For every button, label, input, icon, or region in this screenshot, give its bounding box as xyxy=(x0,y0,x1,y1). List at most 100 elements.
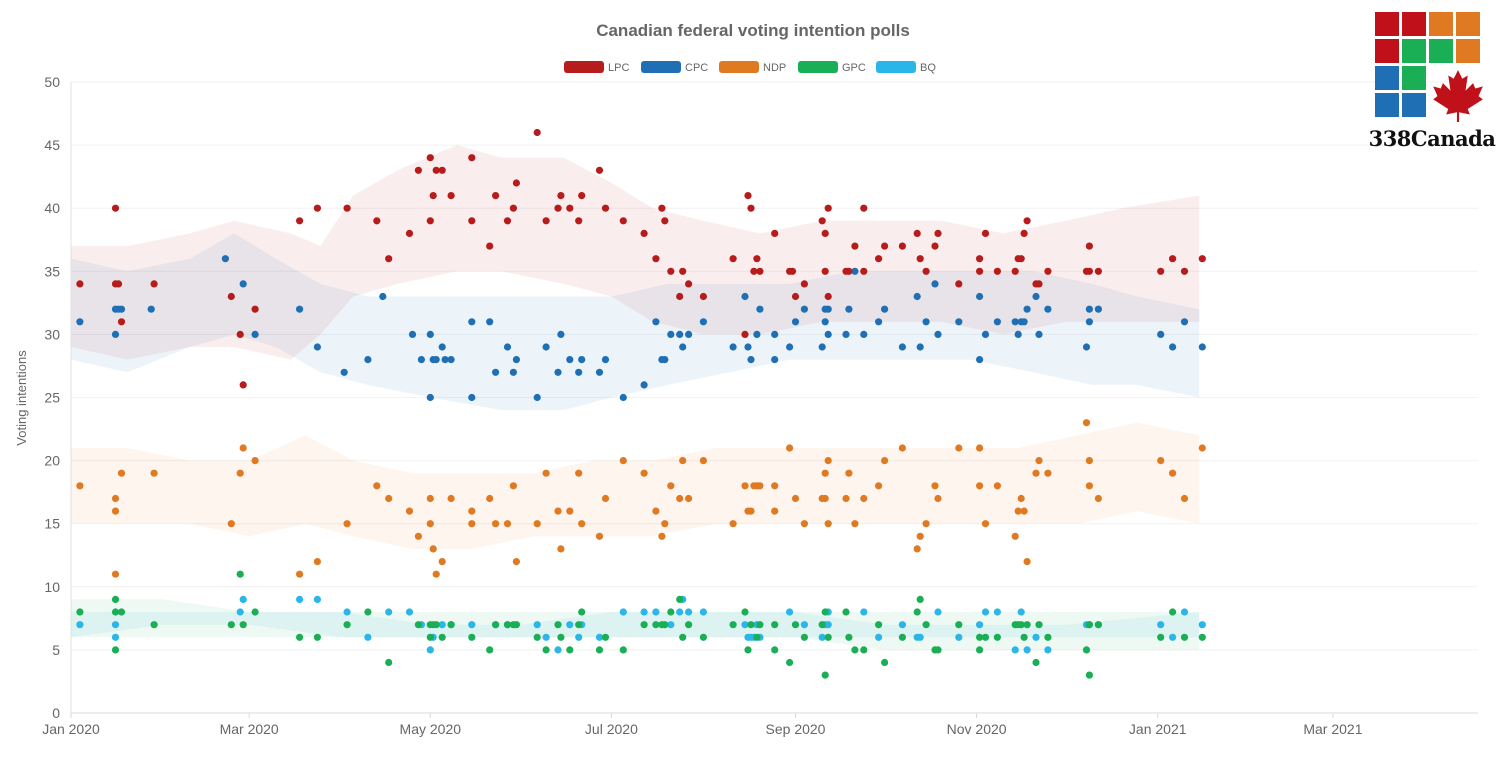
poll-point[interactable] xyxy=(578,192,586,200)
poll-point[interactable] xyxy=(542,343,550,351)
poll-point[interactable] xyxy=(1035,280,1043,288)
poll-point[interactable] xyxy=(1011,532,1019,540)
poll-point[interactable] xyxy=(429,545,437,553)
poll-point[interactable] xyxy=(1017,608,1025,616)
poll-point[interactable] xyxy=(1023,646,1031,654)
poll-point[interactable] xyxy=(575,469,583,477)
poll-point[interactable] xyxy=(486,318,494,326)
poll-point[interactable] xyxy=(898,444,907,452)
poll-point[interactable] xyxy=(667,608,675,616)
poll-point[interactable] xyxy=(426,217,434,225)
poll-point[interactable] xyxy=(824,204,832,212)
poll-point[interactable] xyxy=(729,520,737,528)
poll-point[interactable] xyxy=(313,595,321,604)
legend-item-gpc[interactable]: GPC xyxy=(798,61,866,74)
poll-point[interactable] xyxy=(1044,267,1052,275)
poll-point[interactable] xyxy=(1035,621,1043,629)
poll-point[interactable] xyxy=(875,621,883,629)
poll-point[interactable] xyxy=(955,318,963,326)
poll-point[interactable] xyxy=(1017,621,1025,629)
poll-point[interactable] xyxy=(313,633,321,641)
poll-point[interactable] xyxy=(379,292,387,301)
legend[interactable]: LPC CPC NDP GPC BQ xyxy=(564,61,936,74)
poll-point[interactable] xyxy=(111,633,120,641)
poll-point[interactable] xyxy=(578,608,586,616)
poll-point[interactable] xyxy=(1032,292,1040,301)
poll-point[interactable] xyxy=(652,621,660,629)
poll-point[interactable] xyxy=(679,267,687,275)
poll-point[interactable] xyxy=(405,608,414,616)
poll-point[interactable] xyxy=(993,633,1002,641)
poll-point[interactable] xyxy=(824,330,832,338)
poll-point[interactable] xyxy=(554,621,562,629)
poll-point[interactable] xyxy=(658,532,666,540)
poll-point[interactable] xyxy=(875,318,883,326)
poll-point[interactable] xyxy=(492,368,500,376)
poll-point[interactable] xyxy=(976,267,984,275)
poll-point[interactable] xyxy=(881,658,889,667)
poll-point[interactable] xyxy=(756,267,764,275)
poll-point[interactable] xyxy=(860,267,868,275)
poll-point[interactable] xyxy=(658,204,666,212)
poll-point[interactable] xyxy=(771,482,779,490)
poll-point[interactable] xyxy=(554,204,562,212)
poll-point[interactable] xyxy=(771,356,779,364)
poll-point[interactable] xyxy=(679,633,687,641)
poll-point[interactable] xyxy=(744,343,752,351)
poll-point[interactable] xyxy=(296,570,304,578)
poll-point[interactable] xyxy=(1085,482,1093,490)
poll-point[interactable] xyxy=(1198,343,1206,351)
poll-point[interactable] xyxy=(1085,305,1093,313)
brand-logo[interactable]: 338Canada xyxy=(1362,12,1502,162)
poll-point[interactable] xyxy=(111,608,120,616)
poll-point[interactable] xyxy=(1020,318,1028,326)
poll-point[interactable] xyxy=(340,368,348,376)
poll-point[interactable] xyxy=(981,520,990,528)
poll-point[interactable] xyxy=(955,621,963,629)
poll-point[interactable] xyxy=(976,292,984,301)
poll-point[interactable] xyxy=(503,621,512,629)
poll-point[interactable] xyxy=(619,457,627,465)
poll-point[interactable] xyxy=(699,318,708,326)
poll-point[interactable] xyxy=(1020,633,1028,641)
poll-point[interactable] xyxy=(934,608,942,616)
poll-point[interactable] xyxy=(771,330,779,338)
poll-point[interactable] xyxy=(640,608,648,616)
poll-point[interactable] xyxy=(239,595,247,604)
poll-point[interactable] xyxy=(881,457,889,465)
poll-point[interactable] xyxy=(976,633,984,641)
poll-point[interactable] xyxy=(729,621,737,629)
poll-point[interactable] xyxy=(503,343,512,351)
poll-point[interactable] xyxy=(1094,305,1102,313)
poll-point[interactable] xyxy=(533,393,541,402)
poll-point[interactable] xyxy=(821,229,829,237)
poll-point[interactable] xyxy=(753,633,761,641)
poll-point[interactable] xyxy=(239,381,247,389)
poll-point[interactable] xyxy=(1169,608,1177,616)
poll-point[interactable] xyxy=(747,621,755,629)
poll-point[interactable] xyxy=(685,280,693,288)
poll-point[interactable] xyxy=(676,608,684,616)
poll-point[interactable] xyxy=(364,608,372,616)
poll-point[interactable] xyxy=(898,242,907,250)
poll-point[interactable] xyxy=(296,595,304,604)
poll-point[interactable] xyxy=(385,658,393,667)
poll-point[interactable] xyxy=(557,192,565,200)
poll-point[interactable] xyxy=(385,255,393,263)
poll-point[interactable] xyxy=(1094,621,1102,629)
poll-point[interactable] xyxy=(955,633,963,641)
poll-point[interactable] xyxy=(1198,444,1206,452)
poll-point[interactable] xyxy=(601,494,610,503)
poll-point[interactable] xyxy=(432,570,440,578)
poll-point[interactable] xyxy=(931,280,939,288)
poll-point[interactable] xyxy=(913,545,921,553)
poll-point[interactable] xyxy=(922,267,930,275)
poll-point[interactable] xyxy=(468,154,476,162)
poll-point[interactable] xyxy=(821,469,829,477)
poll-point[interactable] xyxy=(913,229,921,237)
poll-point[interactable] xyxy=(343,621,351,629)
poll-point[interactable] xyxy=(824,305,832,313)
poll-point[interactable] xyxy=(426,393,434,402)
poll-point[interactable] xyxy=(111,507,120,515)
poll-point[interactable] xyxy=(913,608,921,616)
